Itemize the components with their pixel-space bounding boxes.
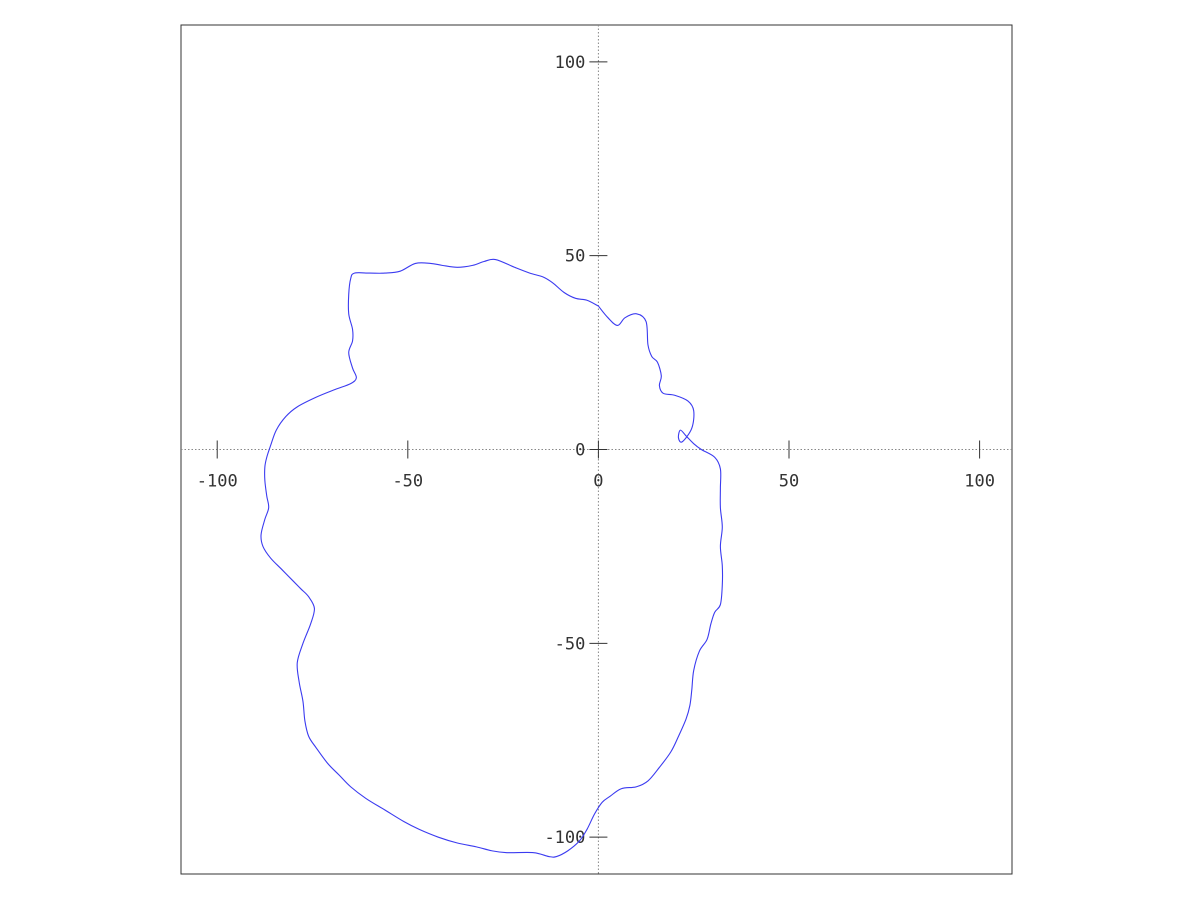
y-tick-label: -50 (555, 634, 586, 654)
series-line (260, 258, 724, 858)
y-tick-label: -100 (544, 828, 585, 848)
y-tick-label: 50 (565, 247, 585, 267)
x-tick-label: -50 (392, 472, 423, 492)
x-tick-label: 0 (593, 472, 603, 492)
x-tick-label: 50 (779, 472, 799, 492)
x-tick-label: 100 (964, 472, 995, 492)
y-tick-label: 0 (575, 441, 585, 461)
y-tick-label: 100 (555, 53, 586, 73)
x-tick-label: -100 (197, 472, 238, 492)
